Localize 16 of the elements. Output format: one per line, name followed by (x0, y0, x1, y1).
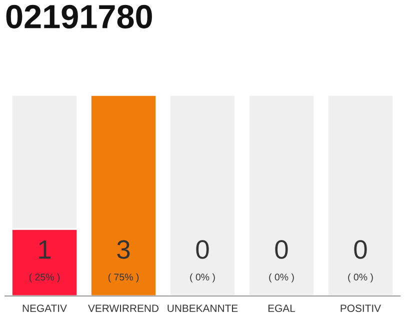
data-label: 1 (39, 240, 51, 259)
data-label: 3 (117, 240, 130, 259)
x-tick-label: NEGATIV (22, 304, 67, 312)
data-label: 0 (196, 240, 209, 259)
chart-title: 02191780 (6, 4, 152, 28)
annotation: ( 0% ) (190, 273, 215, 282)
x-tick-label: VERWIRREND (88, 304, 158, 312)
data-label: 0 (354, 240, 367, 259)
x-tick-label: EGAL (268, 304, 296, 312)
annotation: ( 75% ) (108, 273, 139, 282)
annotation: ( 0% ) (269, 273, 294, 282)
x-tick-label: POSITIV (340, 304, 382, 312)
annotation: ( 25% ) (29, 273, 60, 282)
annotation: ( 0% ) (348, 273, 373, 282)
x-tick-label: UNBEKANNTE (168, 304, 238, 312)
data-label: 0 (275, 240, 288, 259)
